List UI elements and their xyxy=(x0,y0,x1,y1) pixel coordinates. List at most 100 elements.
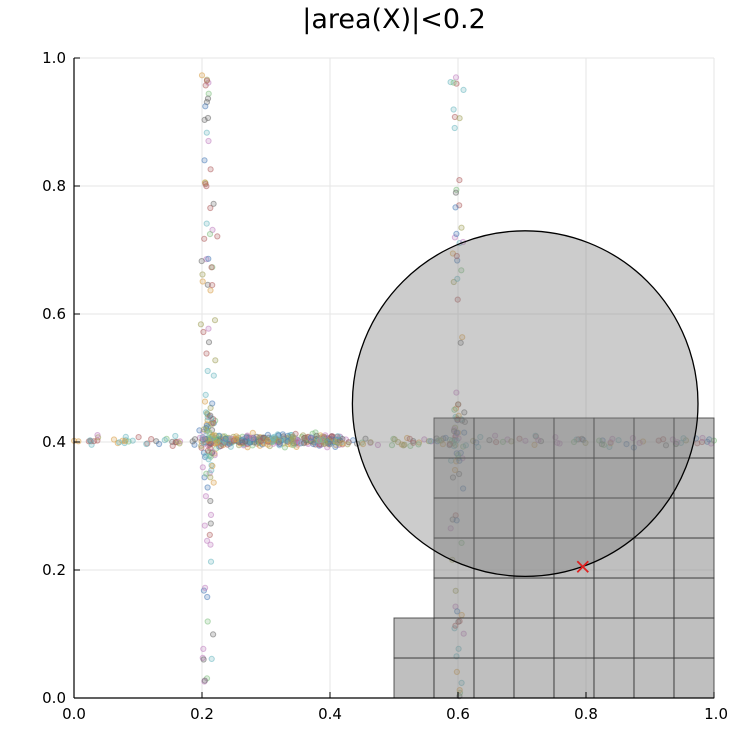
x-tick-label-3: 0.6 xyxy=(446,705,470,723)
scatter-point-116 xyxy=(204,281,211,288)
scatter-point-24 xyxy=(205,325,212,332)
scatter-point-700 xyxy=(334,439,341,446)
scatter-point-115 xyxy=(202,409,210,416)
box-grid xyxy=(393,417,715,699)
axes xyxy=(73,57,715,699)
scatter-point-111 xyxy=(211,317,219,324)
box-cell-13 xyxy=(593,617,635,659)
box-cell-7 xyxy=(673,657,715,699)
scatter-point-73 xyxy=(203,129,210,136)
scatter-point-36 xyxy=(210,372,217,379)
scatter-point-663 xyxy=(276,440,284,447)
scatter-point-160 xyxy=(453,230,460,237)
scatter-point-86 xyxy=(212,357,219,364)
scatter-point-101 xyxy=(200,426,207,433)
scatter-point-334 xyxy=(129,437,136,444)
box-cell-47 xyxy=(553,417,595,459)
scatter-point-89 xyxy=(198,258,205,265)
circle-region-shape xyxy=(351,230,699,578)
scatter-point-81 xyxy=(201,157,208,164)
scatter-point-151 xyxy=(450,106,457,113)
scatter-point-9 xyxy=(204,367,211,375)
scatter-point-107 xyxy=(199,271,206,278)
target-marker xyxy=(576,560,589,573)
scatter-point-384 xyxy=(121,438,129,445)
scatter-point-286 xyxy=(367,439,374,446)
scatter-point-18 xyxy=(207,166,214,173)
scatter-point-110 xyxy=(199,278,206,285)
scatter-point-199 xyxy=(454,275,461,282)
box-cell-33 xyxy=(553,497,595,539)
scatter-point-189 xyxy=(451,406,458,413)
scatter-point-689 xyxy=(289,433,296,440)
scatter-point-165 xyxy=(450,79,457,86)
scatter-point-320 xyxy=(176,440,183,447)
scatter-point-112 xyxy=(207,520,214,527)
scatter-point-677 xyxy=(289,439,297,446)
box-cell-16 xyxy=(433,577,475,619)
y-tick-label-4: 0.8 xyxy=(42,177,66,195)
scatter-point-375 xyxy=(94,432,101,439)
x-tick-label-0: 0.0 xyxy=(62,705,86,723)
box-cell-38 xyxy=(473,457,515,499)
box-cell-42 xyxy=(633,457,675,499)
box-cell-10 xyxy=(473,617,515,659)
scatter-point-82 xyxy=(210,200,217,207)
scatter-point-96 xyxy=(210,479,217,486)
scatter-point-200 xyxy=(453,389,460,396)
scatter-point-567 xyxy=(281,444,288,451)
scatter-point-136 xyxy=(456,177,463,184)
box-cell-6 xyxy=(633,657,675,699)
box-cell-46 xyxy=(513,417,555,459)
scatter-point-108 xyxy=(199,464,206,471)
scatter-point-16 xyxy=(207,558,215,565)
box-cell-23 xyxy=(433,537,475,579)
scatter-point-218 xyxy=(457,339,464,346)
box-cell-18 xyxy=(513,577,555,619)
scatter-point-114 xyxy=(203,77,210,84)
box-cell-31 xyxy=(473,497,515,539)
scatter-point-103 xyxy=(204,447,211,454)
box-cell-1 xyxy=(433,657,475,699)
scatter-point-187 xyxy=(458,267,465,274)
box-cell-17 xyxy=(473,577,515,619)
box-cell-37 xyxy=(433,457,475,499)
scatter-point-84 xyxy=(205,90,212,97)
box-cell-28 xyxy=(633,537,675,579)
box-cell-45 xyxy=(473,417,515,459)
scatter-point-148 xyxy=(452,74,460,81)
scatter-point-694 xyxy=(207,441,215,448)
scatter-point-715 xyxy=(300,440,307,447)
scatter-point-716 xyxy=(243,434,250,441)
scatter-point-17 xyxy=(204,537,211,544)
scatter-point-265 xyxy=(172,432,179,440)
scatter-point-120 xyxy=(201,677,208,684)
scatter-point-60 xyxy=(200,328,207,336)
scatter-point-127 xyxy=(201,398,209,405)
box-cell-3 xyxy=(513,657,555,699)
scatter-point-67 xyxy=(209,400,216,407)
scatter-point-230 xyxy=(362,435,369,442)
scatter-point-371 xyxy=(94,437,101,444)
target-marker-stroke-b xyxy=(576,560,589,573)
y-tick-label-0: 0.0 xyxy=(42,689,66,707)
scatter-point-212 xyxy=(452,189,459,196)
scatter-point-687 xyxy=(239,439,246,446)
scatter-point-331 xyxy=(391,436,398,443)
x-tick-label-4: 0.8 xyxy=(574,705,598,723)
box-cell-29 xyxy=(673,537,715,579)
scatter-point-703 xyxy=(217,442,224,450)
scatter-point-126 xyxy=(201,116,208,124)
scatter-point-129 xyxy=(209,462,216,470)
scatter-point-106 xyxy=(207,511,215,519)
circle-region xyxy=(351,230,699,578)
box-cell-40 xyxy=(553,457,595,499)
scatter-point-719 xyxy=(319,436,326,443)
scatter-point-322 xyxy=(116,439,123,446)
box-cell-8 xyxy=(393,617,435,659)
scatter-point-122 xyxy=(209,282,216,289)
scatter-point-197 xyxy=(460,86,467,94)
scatter-point-363 xyxy=(359,441,367,448)
scatter-point-220 xyxy=(374,441,381,449)
scatter-point-4 xyxy=(198,72,206,79)
